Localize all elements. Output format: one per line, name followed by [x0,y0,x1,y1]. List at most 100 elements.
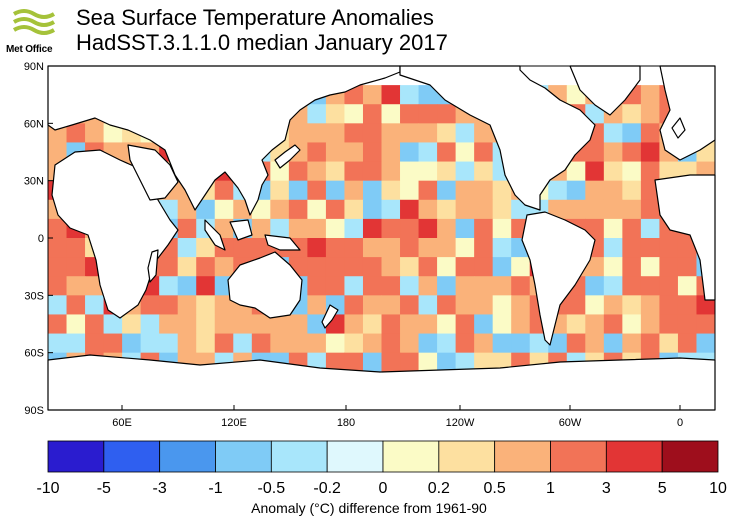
anomaly-cell [344,104,364,124]
anomaly-cell [566,333,586,354]
anomaly-cell [48,142,68,163]
anomaly-cell [233,238,253,258]
colorbar-tick-label: 5 [657,480,667,497]
page-subtitle: HadSST.3.1.1.0 median January 2017 [76,30,448,55]
anomaly-cell [196,199,216,220]
anomaly-cell [585,257,605,277]
anomaly-cell [400,295,420,315]
anomaly-cell [511,257,531,277]
anomaly-cell [214,295,234,315]
colorbar-tick-label: -10 [36,480,60,497]
anomaly-cell [66,276,86,296]
anomaly-cell [400,333,420,354]
anomaly-cell [66,238,86,258]
lat-tick-label: 90S [24,405,44,417]
anomaly-cell [622,276,642,296]
anomaly-cell [381,218,401,239]
anomaly-cell [455,314,475,335]
anomaly-cell [492,238,512,258]
anomaly-cell [400,142,420,163]
anomaly-cell [418,85,438,105]
anomaly-cell [474,123,494,143]
anomaly-cell [585,180,605,201]
anomaly-cell [455,218,475,239]
colorbar-tick-label: -0.5 [257,480,286,497]
anomaly-cell [177,218,197,239]
anomaly-cell [622,104,642,124]
anomaly-cell [677,238,697,258]
anomaly-cell [603,180,623,201]
anomaly-cell [400,238,420,258]
anomaly-cell [362,218,382,239]
anomaly-cell [603,123,623,143]
anomaly-cell [622,295,642,315]
anomaly-cell [270,199,290,220]
anomaly-cell [85,314,105,335]
anomaly-cell [344,352,364,373]
anomaly-cell [622,257,642,277]
anomaly-cell [288,333,308,354]
anomaly-cell [66,314,86,335]
anomaly-cell [437,123,457,143]
anomaly-cell [48,257,68,277]
anomaly-cell [344,238,364,258]
anomaly-cell [270,333,290,354]
anomaly-cell [159,295,179,315]
anomaly-cell [511,276,531,296]
anomaly-cell [48,218,68,239]
anomaly-cell [381,276,401,296]
land-masses [47,65,716,411]
anomaly-cell [103,123,123,143]
anomaly-cell [325,352,345,373]
anomaly-cell [251,314,271,335]
anomaly-cell [492,295,512,315]
colorbar-tick-label: 3 [601,480,611,497]
anomaly-cell [381,85,401,105]
anomaly-cell [362,295,382,315]
anomaly-cell [622,123,642,143]
anomaly-cell [307,276,327,296]
anomaly-cell [344,276,364,296]
anomaly-cell [474,276,494,296]
sumatra-landmass [204,219,226,251]
lat-tick-label: 30N [24,176,44,188]
anomaly-cell [455,180,475,201]
anomaly-cell [418,352,438,373]
anomaly-cell [400,104,420,124]
anomaly-cell [251,199,271,220]
anomaly-cell [288,161,308,182]
lon-tick-label: 120E [221,417,247,429]
anomaly-cell [585,199,605,220]
anomaly-cell [437,142,457,163]
anomaly-cell [307,123,327,143]
colorbar-swatch [550,440,607,473]
lat-tick-label: 30S [24,290,44,302]
anomaly-cell [325,180,345,201]
anomaly-cell [603,199,623,220]
anomaly-cell [362,257,382,277]
colorbar-caption: Anomaly (°C) difference from 1961-90 [251,500,487,516]
anomaly-cell [566,161,586,182]
lon-tick-label: 60W [559,417,582,429]
anomaly-cell [659,276,679,296]
anomaly-cell [492,333,512,354]
anomaly-cell [455,123,475,143]
anomaly-cell [622,199,642,220]
anomaly-cell [196,276,216,296]
anomaly-cell [362,199,382,220]
met-office-logo: Met Office [6,6,62,56]
japan-landmass [274,144,301,169]
anomaly-cell [437,238,457,258]
colorbar-swatch [438,440,496,473]
anomaly-cell [455,161,475,182]
anomaly-cell [270,314,290,335]
anomaly-cell [85,333,105,354]
anomaly-cell [325,104,345,124]
anomaly-cell [585,142,605,163]
south-america-landmass [521,211,596,346]
anomaly-cell [122,314,142,335]
colorbar [47,440,719,473]
anomaly-cell [381,104,401,124]
anomaly-cell [640,257,660,277]
